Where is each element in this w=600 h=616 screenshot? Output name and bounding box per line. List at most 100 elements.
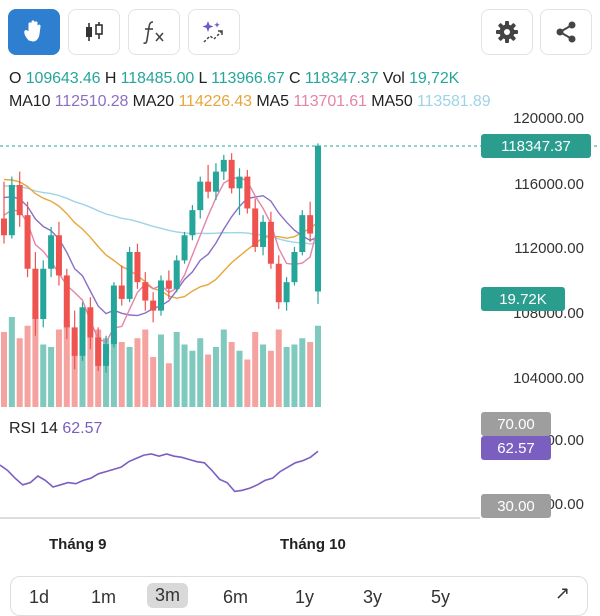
x-axis-label: Tháng 9: [49, 536, 107, 553]
candlestick-type-button[interactable]: [68, 9, 120, 55]
candlestick-icon: [86, 22, 103, 41]
candle-body: [142, 282, 149, 301]
volume-bar: [189, 350, 196, 407]
period-3y[interactable]: 3y: [363, 587, 383, 607]
volume-bar: [283, 347, 290, 407]
expand-icon[interactable]: ↗: [555, 583, 571, 603]
candle-body: [291, 252, 298, 283]
volume-bar: [212, 347, 219, 407]
volume-bars: [1, 309, 321, 407]
volume-bar: [103, 338, 110, 407]
volume-bar: [40, 344, 47, 407]
volume-bar: [158, 334, 164, 407]
high-value: 118485.00: [120, 70, 195, 87]
rsi-value: 62.57: [62, 420, 103, 437]
hand-tool-button[interactable]: [8, 9, 60, 55]
candle-body: [315, 145, 321, 292]
price-axis-label: 120000.00: [513, 110, 584, 127]
volume-bar: [71, 334, 78, 407]
volume-bar: [275, 329, 282, 407]
volume-bar: [197, 338, 204, 407]
candle-body: [110, 285, 117, 345]
volume-bar: [110, 332, 117, 407]
rsi-value-badge: 62.57: [481, 436, 551, 460]
candle-body: [189, 210, 196, 236]
candle-body: [8, 185, 15, 236]
volume-bar: [87, 337, 94, 407]
volume-bar: [142, 329, 149, 407]
volume-bar: [32, 309, 39, 407]
volume-bar: [118, 342, 125, 407]
volume-bar: [260, 344, 267, 407]
candle-body: [48, 235, 55, 269]
x-axis-label: Tháng 10: [280, 536, 346, 553]
close-label: C: [289, 70, 301, 87]
candle-body: [40, 268, 47, 319]
close-value: 118347.37: [304, 70, 379, 87]
volume-bar: [16, 338, 23, 407]
gear-icon: [496, 21, 518, 43]
candle-body: [181, 235, 188, 261]
candle-body: [212, 171, 219, 192]
candle-body: [244, 176, 251, 209]
volume-bar: [8, 317, 15, 407]
candle-body: [197, 181, 204, 211]
period-5y[interactable]: 5y: [431, 587, 451, 607]
candle-body: [205, 181, 212, 192]
ma10-label: MA10: [9, 93, 51, 110]
candle-body: [299, 215, 306, 252]
ma5-value: 113701.61: [293, 93, 367, 110]
ma-info: MA10 112510.28 MA20 114226.43 MA5 113701…: [9, 93, 491, 111]
settings-button[interactable]: [481, 9, 533, 55]
rsi-lower-badge: 30.00: [481, 494, 551, 518]
period-1m[interactable]: 1m: [91, 587, 117, 607]
volume-bar: [236, 350, 243, 407]
volume-bar: [228, 342, 235, 407]
candle-body: [220, 159, 227, 172]
candlesticks: [1, 143, 321, 373]
volume-bar: [134, 338, 141, 407]
volume-bar: [173, 332, 180, 407]
candle-body: [126, 252, 133, 299]
period-3m[interactable]: 3m: [147, 583, 189, 608]
share-button[interactable]: [540, 9, 592, 55]
volume-bar: [165, 363, 172, 407]
candle-body: [63, 275, 70, 328]
candle-body: [1, 218, 7, 236]
candle-body: [87, 307, 94, 338]
ma5-label: MA5: [256, 93, 289, 110]
low-label: L: [198, 70, 207, 87]
indicators-button[interactable]: [128, 9, 180, 55]
ai-drawing-button[interactable]: [188, 9, 240, 55]
candle-body: [150, 300, 157, 311]
volume-bar: [205, 354, 212, 407]
volume-bar: [150, 357, 157, 407]
period-1y[interactable]: 1y: [295, 587, 315, 607]
candle-body: [228, 159, 235, 189]
candle-body: [165, 280, 172, 289]
period-1d[interactable]: 1d: [29, 587, 50, 607]
volume-bar: [291, 344, 298, 407]
rsi-upper-badge: 70.00: [481, 412, 551, 436]
period-6m[interactable]: 6m: [223, 587, 249, 607]
candle-body: [32, 268, 39, 319]
chart-toolbar: [0, 0, 600, 62]
volume-bar: [79, 344, 86, 407]
volume-bar: [220, 329, 227, 407]
rsi-name: RSI 14: [9, 420, 58, 437]
price-chart[interactable]: [0, 0, 600, 600]
hand-icon: [24, 20, 41, 42]
volume-label: Vol: [382, 70, 405, 87]
volume-bar: [267, 350, 274, 407]
high-label: H: [104, 70, 117, 87]
ma10-value: 112510.28: [54, 93, 129, 110]
volume-bar: [299, 338, 306, 407]
ohlc-info: O 109643.46 H 118485.00 L 113966.67 C 11…: [9, 70, 459, 88]
volume-bar: [1, 332, 7, 407]
volume-bar: [48, 347, 55, 407]
candle-body: [307, 215, 314, 234]
volume-bar: [24, 325, 31, 407]
ma50-value: 113581.89: [416, 93, 491, 110]
function-icon: [143, 21, 164, 44]
open-value: 109643.46: [25, 70, 101, 87]
